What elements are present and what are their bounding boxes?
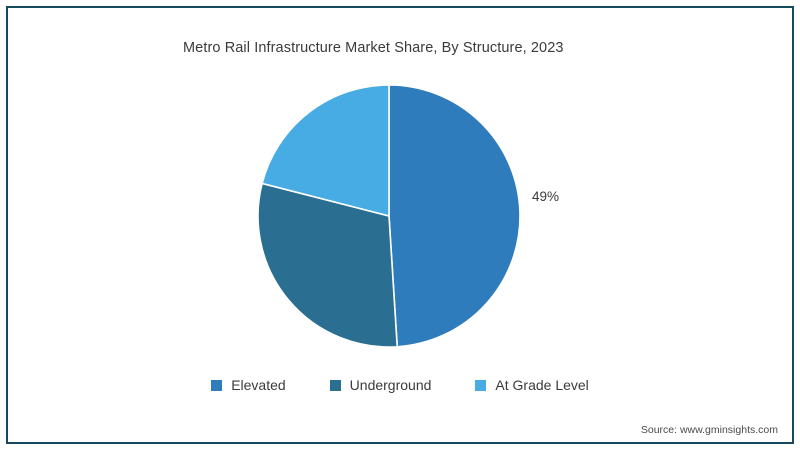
legend-item-at-grade-level[interactable]: At Grade Level [475,377,589,393]
legend-label-elevated: Elevated [231,377,286,393]
chart-legend: Elevated Underground At Grade Level [0,377,800,393]
pie-value-label-elevated: 49% [532,189,560,204]
legend-swatch-icon-at-grade-level [475,379,487,391]
pie-slice-at-grade-level[interactable] [261,84,390,218]
legend-label-underground: Underground [349,377,432,393]
legend-item-underground[interactable]: Underground [329,377,432,393]
legend-label-at-grade-level: At Grade Level [495,377,589,393]
pie-chart-svg [257,84,521,348]
pie-slice-elevated[interactable] [388,84,521,348]
pie-slice-group [257,84,521,348]
pie-chart [257,84,521,348]
legend-swatch-icon-underground [329,379,341,391]
legend-item-elevated[interactable]: Elevated [211,377,286,393]
legend-swatch-icon-elevated [211,379,223,391]
source-attribution: Source: www.gminsights.com [640,424,778,436]
pie-slice-underground[interactable] [257,182,399,348]
chart-title: Metro Rail Infrastructure Market Share, … [183,40,564,56]
